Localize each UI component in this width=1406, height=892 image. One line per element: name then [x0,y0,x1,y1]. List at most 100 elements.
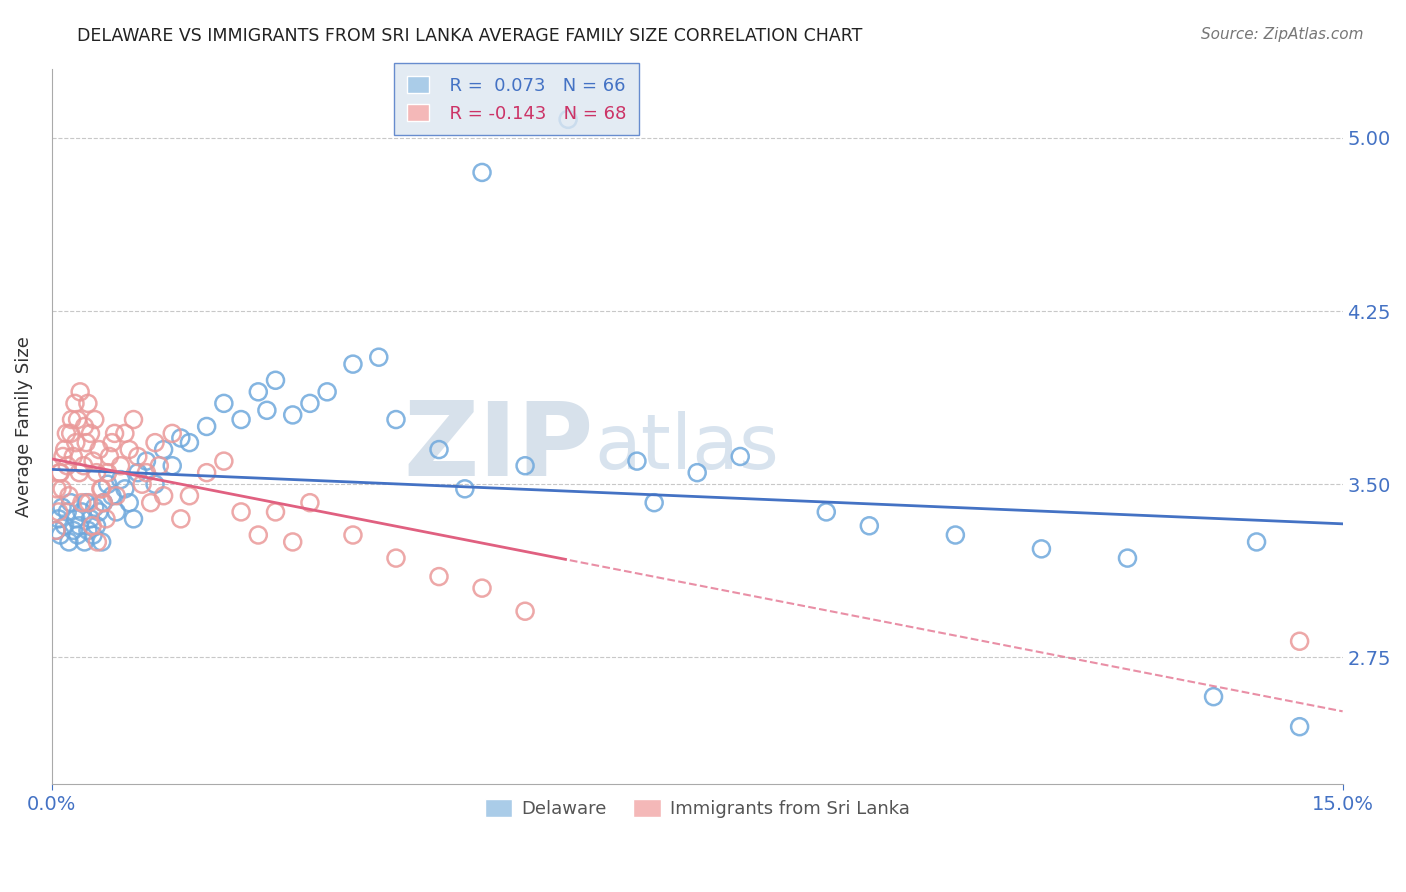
Point [48,512,70,526]
Point [87,505,110,519]
Point [82,528,104,542]
Point [626,454,648,468]
Point [131,477,153,491]
Point [87,442,110,457]
Point [118,442,141,457]
Point [264,373,287,387]
Point [48,466,70,480]
Point [70,505,93,519]
Point [51,500,73,515]
Point [55,426,77,441]
Point [179,435,201,450]
Y-axis label: Average Family Size: Average Family Size [15,336,32,516]
Text: ZIP: ZIP [404,398,593,499]
Point [73,419,96,434]
Point [82,518,104,533]
Point [79,512,101,526]
Point [77,396,100,410]
Point [110,458,132,473]
Point [298,496,321,510]
Point [114,482,136,496]
Point [93,496,115,510]
Point [686,466,709,480]
Point [94,512,117,526]
Point [513,604,536,618]
Point [90,482,112,496]
Point [342,357,364,371]
Point [53,518,76,533]
Point [427,569,450,583]
Point [110,473,132,487]
Point [105,505,128,519]
Point [471,165,494,179]
Point [98,450,121,464]
Point [45,524,67,538]
Point [103,426,125,441]
Point [385,551,408,566]
Point [53,442,76,457]
Point [139,496,162,510]
Point [427,442,450,457]
Point [858,518,880,533]
Legend: Delaware, Immigrants from Sri Lanka: Delaware, Immigrants from Sri Lanka [478,792,917,825]
Point [86,466,108,480]
Point [56,505,79,519]
Point [943,528,966,542]
Point [212,396,235,410]
Point [513,458,536,473]
Point [93,496,115,510]
Point [728,450,751,464]
Point [281,535,304,549]
Point [90,535,112,549]
Point [247,528,270,542]
Point [342,528,364,542]
Point [143,477,166,491]
Point [212,454,235,468]
Point [114,426,136,441]
Point [52,450,75,464]
Point [298,396,321,410]
Point [90,482,112,496]
Point [67,466,90,480]
Point [256,403,278,417]
Point [170,431,193,445]
Text: Source: ZipAtlas.com: Source: ZipAtlas.com [1201,27,1364,42]
Point [815,505,838,519]
Point [367,350,389,364]
Point [229,412,252,426]
Point [471,581,494,595]
Point [195,466,218,480]
Point [51,482,73,496]
Text: atlas: atlas [593,411,779,485]
Point [195,419,218,434]
Point [82,454,104,468]
Point [72,458,94,473]
Point [1202,690,1225,704]
Point [170,512,193,526]
Point [77,496,100,510]
Point [75,435,97,450]
Point [56,458,79,473]
Point [48,505,70,519]
Point [59,496,82,510]
Point [1246,535,1268,549]
Point [264,505,287,519]
Point [86,535,108,549]
Point [127,450,149,464]
Point [86,518,108,533]
Point [122,412,145,426]
Point [59,426,82,441]
Point [160,426,183,441]
Point [63,396,86,410]
Point [143,435,166,450]
Point [229,505,252,519]
Point [179,489,201,503]
Point [62,524,84,538]
Point [58,535,80,549]
Point [152,442,174,457]
Point [66,528,89,542]
Text: DELAWARE VS IMMIGRANTS FROM SRI LANKA AVERAGE FAMILY SIZE CORRELATION CHART: DELAWARE VS IMMIGRANTS FROM SRI LANKA AV… [77,27,863,45]
Point [83,500,105,515]
Point [118,496,141,510]
Point [643,496,665,510]
